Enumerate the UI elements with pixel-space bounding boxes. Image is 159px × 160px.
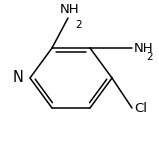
Text: 2: 2 bbox=[76, 20, 82, 30]
Text: NH: NH bbox=[60, 3, 80, 16]
Text: NH: NH bbox=[134, 41, 154, 55]
Text: N: N bbox=[13, 71, 24, 85]
Text: 2: 2 bbox=[146, 52, 153, 62]
Text: Cl: Cl bbox=[134, 101, 147, 115]
